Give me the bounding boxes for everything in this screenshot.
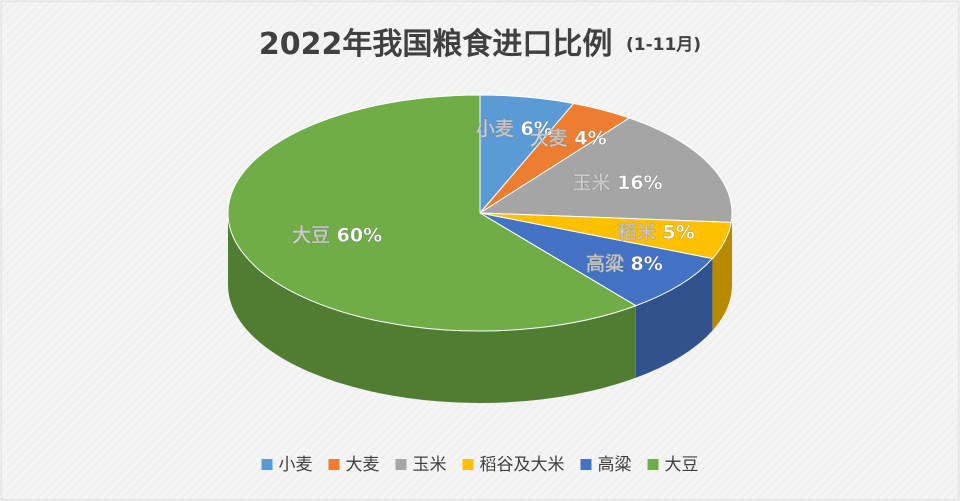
chart-title: 2022年我国粮食进口比例 <box>259 27 613 62</box>
legend-item: 高粱 <box>580 455 632 475</box>
legend-label: 小麦 <box>279 455 313 475</box>
legend-swatch <box>395 459 407 470</box>
legend-swatch <box>328 459 340 470</box>
legend-label: 稻谷及大米 <box>480 455 565 475</box>
legend-label: 玉米 <box>413 455 447 475</box>
legend-swatch <box>462 459 474 470</box>
data-label: 玉米 16% <box>572 171 662 194</box>
slice-side <box>712 222 732 331</box>
legend-item: 稻谷及大米 <box>462 455 565 475</box>
legend-label: 大豆 <box>665 455 699 475</box>
slice <box>479 212 714 307</box>
data-label: 稻米 5% <box>618 221 695 244</box>
labels: 小麦 6%大麦 4% 玉米 16% 稻米 5% 高粱 8% 大豆 60% <box>292 117 695 275</box>
data-label: 大麦 4% <box>530 126 607 149</box>
slice <box>227 94 637 332</box>
legend-item: 大豆 <box>647 455 699 475</box>
data-label: 大豆 60% <box>292 224 382 247</box>
slice-side <box>228 213 636 404</box>
legend: 小麦 大麦 玉米 稻谷及大米 高粱 大豆 <box>261 455 699 475</box>
slice-side <box>731 213 732 295</box>
chart-subtitle: (1-11月) <box>626 35 701 55</box>
legend-item: 大麦 <box>328 455 380 475</box>
legend-swatch <box>647 459 659 470</box>
legend-label: 大麦 <box>346 455 380 475</box>
legend-swatch <box>580 459 592 470</box>
legend-swatch <box>261 459 273 470</box>
pie <box>227 94 733 404</box>
data-label: 小麦 6% <box>476 117 553 140</box>
data-label: 高粱 8% <box>586 252 663 275</box>
slice <box>478 117 733 223</box>
chart-title-group: 2022年我国粮食进口比例 (1-11月) <box>259 27 701 62</box>
legend-label: 高粱 <box>598 455 632 475</box>
legend-item: 玉米 <box>395 455 447 475</box>
legend-item: 小麦 <box>261 455 313 475</box>
slice-side <box>635 258 713 378</box>
